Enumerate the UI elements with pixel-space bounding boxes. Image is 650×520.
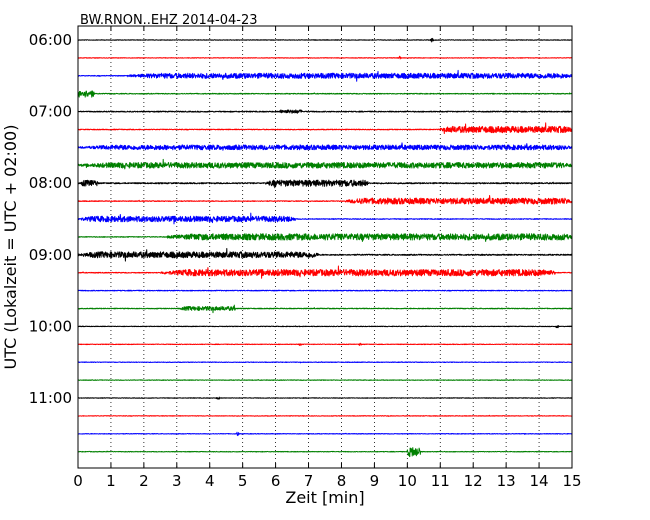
trace-0645 (77, 90, 573, 98)
x-tick-label: 9 (370, 472, 380, 490)
x-tick-label: 14 (530, 472, 549, 490)
grid-layer (110, 26, 540, 468)
trace-0845 (77, 233, 573, 242)
trace-1015 (77, 342, 572, 347)
y-tick-label: 11:00 (29, 389, 72, 407)
x-tick-label: 10 (398, 472, 417, 490)
trace-1045 (77, 378, 573, 382)
y-tick-label: 08:00 (29, 174, 72, 192)
x-tick-label: 8 (337, 472, 347, 490)
trace-0730 (77, 142, 573, 151)
y-tick-label: 06:00 (29, 31, 72, 49)
trace-1100 (77, 396, 573, 400)
x-tick-label: 2 (139, 472, 149, 490)
x-tick-label: 7 (304, 472, 314, 490)
x-tick-label: 13 (497, 472, 516, 490)
y-tick-label: 10:00 (29, 317, 72, 335)
trace-0745 (77, 158, 573, 170)
x-tick-label: 0 (73, 472, 83, 490)
x-tick-label: 12 (464, 472, 483, 490)
trace-0915 (77, 265, 572, 279)
trace-1000 (77, 325, 572, 329)
trace-0800 (77, 179, 573, 189)
x-tick-label: 1 (106, 472, 116, 490)
trace-1145 (77, 447, 573, 458)
trace-1115 (77, 414, 573, 418)
x-tick-label: 3 (172, 472, 182, 490)
x-axis-label: Zeit [min] (285, 488, 364, 507)
x-tick-label: 15 (562, 472, 581, 490)
trace-1130 (77, 431, 573, 437)
trace-0815 (77, 194, 573, 205)
tick-layer: 0 1 2 3 4 5 6 7 8 9 10 11 12 13 14 1506:0007:0008:0009:… (29, 26, 582, 490)
trace-0930 (77, 289, 573, 292)
x-tick-label: 6 (271, 472, 281, 490)
trace-0900 (77, 248, 573, 262)
trace-1030 (77, 361, 573, 364)
trace-0630 (77, 69, 573, 82)
trace-0945 (77, 304, 573, 314)
x-tick-label: 4 (205, 472, 215, 490)
trace-layer (77, 37, 573, 458)
trace-0700 (77, 109, 573, 114)
x-tick-label: 5 (238, 472, 248, 490)
x-tick-label: 11 (431, 472, 450, 490)
trace-0830 (77, 212, 573, 225)
y-tick-label: 07:00 (29, 103, 72, 121)
trace-0600 (77, 37, 572, 43)
chart-title: BW.RNON..EHZ 2014-04-23 (80, 13, 258, 28)
trace-0615 (77, 55, 573, 60)
plot-frame (77, 25, 573, 469)
y-tick-label: 09:00 (29, 246, 72, 264)
trace-0715 (77, 122, 573, 135)
y-axis-label: UTC (Lokalzeit = UTC + 02:00) (1, 125, 20, 370)
